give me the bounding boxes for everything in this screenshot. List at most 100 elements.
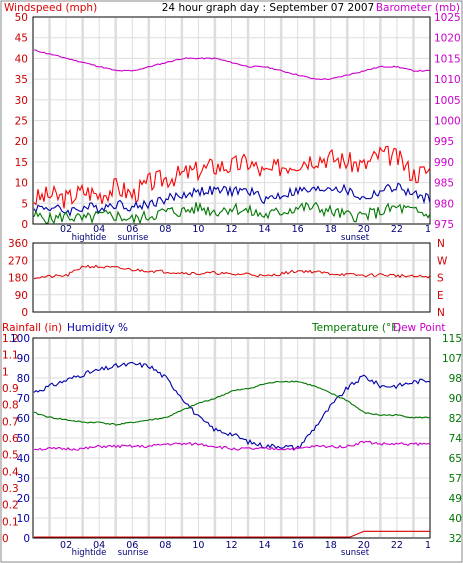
barometer-ytick-label: 975 — [434, 219, 454, 231]
barometer-ytick-label: 995 — [434, 136, 454, 148]
compass-label: E — [437, 290, 444, 302]
rainfall-ytick-label: 0 — [2, 533, 9, 545]
temperature-ytick-label: 82 — [449, 413, 462, 425]
sunset-label-bottom: sunset — [341, 548, 370, 558]
direction-ytick-label: 90 — [15, 290, 28, 302]
direction-y-ticks-left: 360 270 180 90 0 — [8, 238, 28, 319]
direction-ytick-label: 270 — [8, 255, 28, 267]
humidity-axis-title: Humidity % — [67, 322, 128, 334]
barometer-ytick-label: 985 — [434, 178, 454, 190]
wind-xtick-label: 20 — [358, 224, 370, 235]
temperature-ytick-label: 90 — [449, 393, 462, 405]
humidity-y-ticks: 0 10 20 30 40 50 60 70 80 90 100 — [10, 333, 30, 545]
graph-title: 24 hour graph day : September 07 2007 — [162, 2, 374, 14]
barometer-ytick-label: 1000 — [434, 116, 461, 128]
rainfall-ytick-label: 1 — [2, 366, 9, 378]
wind-ytick-label: 20 — [15, 136, 28, 148]
direction-ytick-label: 0 — [21, 307, 28, 319]
humidity-ytick-label: 50 — [17, 433, 30, 445]
wind-xtick-label: 10 — [192, 224, 204, 235]
wind-y-ticks-left: 0 5 10 15 20 25 30 35 40 45 50 — [15, 12, 28, 231]
series-direction — [33, 264, 431, 280]
temp-xtick-label: 22 — [391, 540, 403, 551]
sunrise-label-top: sunrise — [118, 233, 149, 243]
wind-xtick-label: 02 — [60, 224, 72, 235]
wind-series — [33, 49, 431, 225]
direction-ytick-label: 180 — [8, 273, 28, 285]
wind-xtick-label: 14 — [259, 224, 271, 235]
barometer-axis-title: Barometer (mb) — [376, 2, 460, 14]
wind-xtick-label: 04 — [93, 224, 105, 235]
rainfall-ytick-label: 0.8 — [2, 400, 19, 412]
temp-x-ticks: 02 04 06 08 10 12 14 16 18 20 22 1 — [60, 540, 431, 551]
temperature-ytick-label: 98 — [449, 373, 462, 385]
temp-xtick-label: 04 — [93, 540, 105, 551]
direction-ytick-label: 360 — [8, 238, 28, 250]
wind-xtick-label: 1 — [425, 224, 431, 235]
wind-ytick-label: 40 — [15, 53, 28, 65]
barometer-ytick-label: 990 — [434, 157, 454, 169]
barometer-y-ticks-right: 975 980 985 990 995 1000 1005 1010 1015 1020 1025 — [434, 12, 461, 231]
rainfall-ytick-label: 0.3 — [2, 483, 19, 495]
humidity-ytick-label: 100 — [10, 333, 30, 345]
wind-ytick-label: 30 — [15, 95, 28, 107]
direction-series — [33, 264, 431, 280]
temp-xtick-label: 08 — [159, 540, 171, 551]
wind-ytick-label: 5 — [21, 198, 28, 210]
rainfall-ytick-label: 0.9 — [2, 383, 19, 395]
barometer-ytick-label: 1015 — [434, 53, 461, 65]
rainfall-ytick-label: 0.2 — [2, 500, 19, 512]
hightide-label-bottom: hightide — [72, 548, 107, 558]
rainfall-ytick-label: 0.6 — [2, 433, 19, 445]
series-barometer — [33, 49, 431, 81]
series-dewpoint — [33, 440, 431, 451]
humidity-ytick-label: 70 — [17, 393, 30, 405]
humidity-ytick-label: 40 — [17, 453, 30, 465]
temp-series — [33, 361, 431, 538]
barometer-ytick-label: 1010 — [434, 74, 461, 86]
humidity-ytick-label: 30 — [17, 473, 30, 485]
wind-ytick-label: 45 — [15, 33, 28, 45]
wind-x-ticks: 02 04 06 08 10 12 14 16 18 20 22 1 — [60, 224, 431, 235]
series-gust — [33, 145, 431, 209]
wind-xtick-label: 08 — [159, 224, 171, 235]
temperature-ytick-label: 49 — [449, 493, 462, 505]
temp-xtick-label: 18 — [325, 540, 337, 551]
temperature-ytick-label: 32 — [449, 533, 462, 545]
sunset-label-top: sunset — [341, 233, 370, 243]
humidity-ytick-label: 20 — [17, 493, 30, 505]
wind-ytick-label: 15 — [15, 157, 28, 169]
temp-xtick-label: 12 — [225, 540, 237, 551]
temperature-ytick-label: 107 — [442, 353, 462, 365]
rainfall-ytick-label: 0.4 — [2, 466, 19, 478]
wind-ytick-label: 35 — [15, 74, 28, 86]
temperature-ytick-label: 74 — [449, 433, 463, 445]
temp-xtick-label: 16 — [292, 540, 304, 551]
wind-xtick-label: 16 — [292, 224, 304, 235]
wind-xtick-label: 18 — [325, 224, 337, 235]
series-rainfall — [34, 530, 430, 538]
rainfall-ytick-label: 1.1 — [2, 350, 19, 362]
wind-grid — [34, 18, 429, 223]
humidity-ytick-label: 80 — [17, 373, 30, 385]
series-low — [33, 201, 431, 225]
temperature-ytick-label: 115 — [442, 333, 462, 345]
temp-xtick-label: 10 — [192, 540, 204, 551]
temp-xtick-label: 14 — [259, 540, 271, 551]
compass-label: W — [437, 255, 448, 267]
temperature-y-ticks-right: 32 40 49 57 65 74 82 90 98 107 115 — [442, 333, 462, 545]
humidity-ytick-label: 10 — [17, 513, 30, 525]
barometer-ytick-label: 1005 — [434, 95, 461, 107]
temperature-ytick-label: 40 — [449, 513, 462, 525]
temperature-axis-title: Temperature (°F) — [311, 322, 401, 334]
compass-label: N — [437, 307, 445, 319]
rainfall-ytick-label: 0.5 — [2, 450, 19, 462]
temp-grid — [34, 339, 429, 537]
direction-grid — [34, 244, 429, 311]
temperature-ytick-label: 57 — [449, 473, 462, 485]
windspeed-axis-title: Windspeed (mph) — [4, 2, 97, 14]
rainfall-ytick-label: 0.7 — [2, 416, 19, 428]
temp-xtick-label: 20 — [358, 540, 370, 551]
